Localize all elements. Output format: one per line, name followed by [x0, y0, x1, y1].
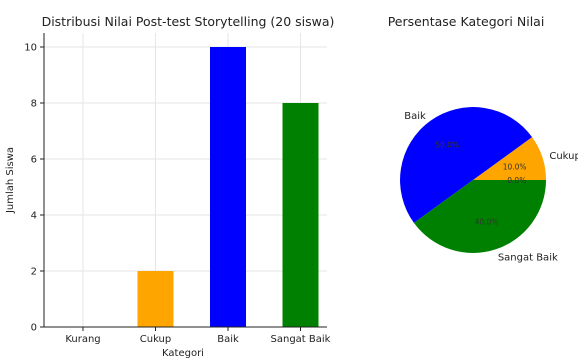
y-tick-label: 10 — [24, 43, 37, 54]
y-tick-label: 2 — [31, 267, 37, 278]
pie-slice-baik — [400, 107, 533, 223]
pie-pct-sangat-baik: 40.0% — [475, 218, 499, 227]
pie-chart: Persentase Kategori Nilai 0.0% Cukup 10.0%… — [388, 14, 578, 263]
bar-chart-xlabel: Kategori — [162, 348, 204, 358]
pie-slice-sangat-baik — [413, 180, 546, 253]
pie-pct-kurang: 0.0% — [507, 176, 526, 185]
bar-sangat-baik — [282, 103, 319, 327]
pie-slice-cukup — [473, 137, 546, 180]
pie-chart-title: Persentase Kategori Nilai — [388, 14, 545, 29]
y-tick-label: 6 — [31, 155, 37, 166]
y-tick-label: 8 — [31, 99, 37, 110]
bar-chart: Distribusi Nilai Post-test Storytelling … — [5, 14, 334, 358]
bar-chart-ylabel: Jumlah Siswa — [5, 147, 16, 214]
bar-chart-yticks: 0 2 4 6 8 10 — [24, 43, 44, 334]
x-tick-label: Cukup — [140, 334, 172, 345]
pie-label-sangat-baik: Sangat Baik — [498, 252, 558, 263]
pie-label-cukup: Cukup — [549, 151, 578, 162]
x-tick-label: Kurang — [65, 334, 100, 345]
bar-baik — [210, 47, 246, 327]
bar-cukup — [137, 271, 174, 327]
y-tick-label: 4 — [31, 211, 37, 222]
pie-pct-cukup: 10.0% — [503, 162, 527, 171]
x-tick-label: Sangat Baik — [271, 334, 331, 345]
bar-chart-title: Distribusi Nilai Post-test Storytelling … — [42, 14, 335, 29]
bar-chart-bars — [137, 47, 319, 327]
pie-labels: 0.0% Cukup 10.0% Baik 50.0% Sangat Baik 40.0% — [404, 111, 578, 263]
x-tick-label: Baik — [217, 334, 239, 345]
bar-chart-xticks: Kurang Cukup Baik Sangat Baik — [65, 327, 331, 345]
pie-label-baik: Baik — [404, 111, 426, 122]
y-tick-label: 0 — [31, 323, 37, 334]
pie-pct-baik: 50.0% — [435, 141, 459, 150]
pie-slices — [400, 107, 546, 253]
